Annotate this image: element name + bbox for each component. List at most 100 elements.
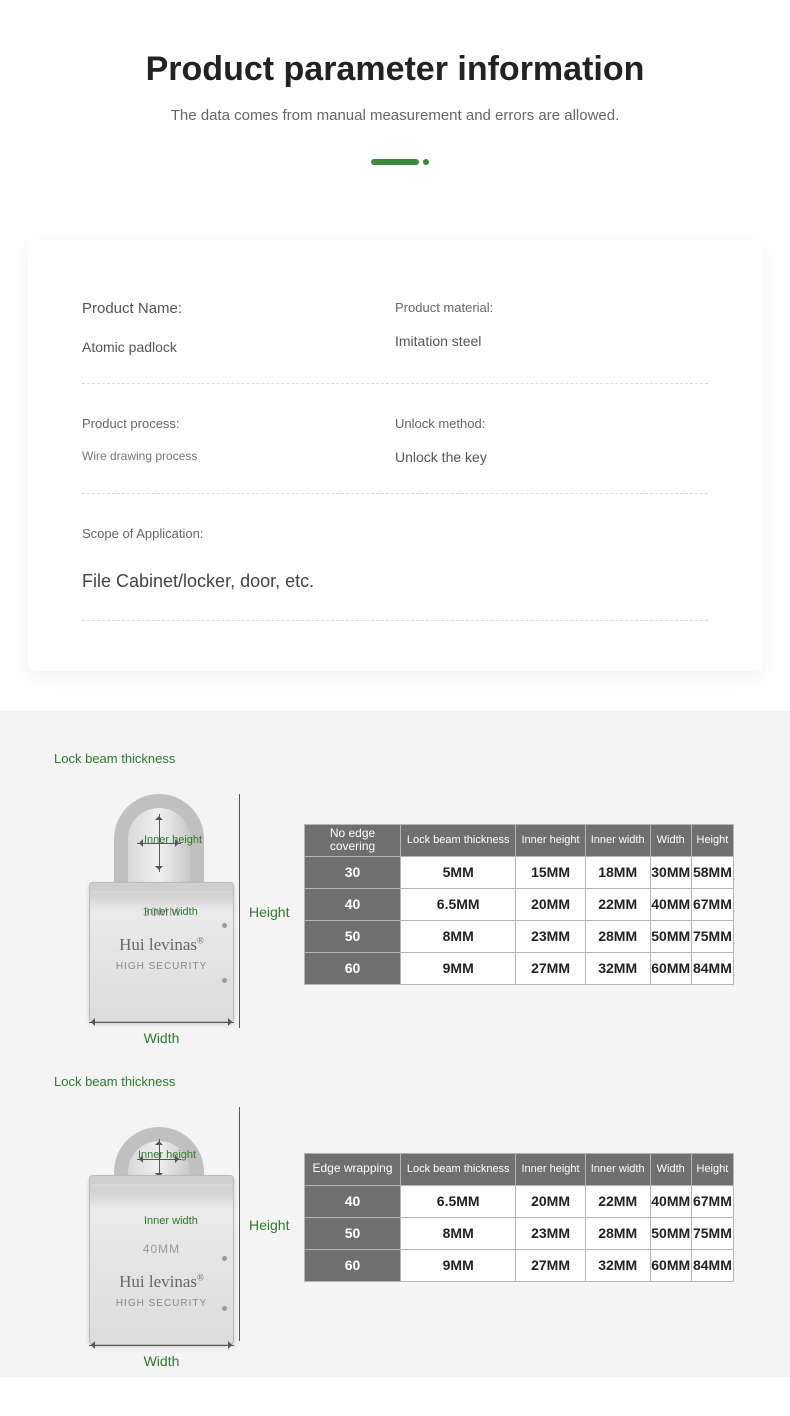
table-cell: 75MM (691, 920, 733, 952)
table-header: Height (691, 1153, 733, 1185)
table-row: 508MM23MM28MM50MM75MM (305, 1217, 734, 1249)
table-cell: 28MM (585, 920, 650, 952)
field-value: Wire drawing process (82, 449, 395, 463)
dim-inner-width: Inner width (144, 1215, 198, 1227)
table-header: Edge wrapping (305, 1153, 401, 1185)
table-row: 305MM15MM18MM30MM58MM (305, 856, 734, 888)
table-cell: 67MM (691, 1185, 733, 1217)
field-label: Unlock method: (395, 416, 708, 431)
table-cell: 28MM (585, 1217, 650, 1249)
table-cell: 15MM (516, 856, 585, 888)
table-cell: 40MM (650, 1185, 691, 1217)
table-cell: 60MM (650, 1249, 691, 1281)
accent-bar (371, 159, 419, 165)
diagram-col-2: 40MM Hui levinas® HIGH SECURITY Inner he… (54, 1097, 304, 1337)
table-cell: 60 (305, 1249, 401, 1281)
table-cell: 50MM (650, 920, 691, 952)
lock-size-text: 40MM (90, 1242, 233, 1256)
info-row-3: Scope of Application: File Cabinet/locke… (82, 526, 708, 621)
info-card: Product Name: Atomic padlock Product mat… (28, 240, 762, 671)
table-header: Height (691, 824, 733, 856)
table-cell: 8MM (401, 1217, 516, 1249)
lock-diagram-1: 30MM Hui levinas® HIGH SECURITY Inner he… (54, 774, 274, 1034)
field-unlock-method: Unlock method: Unlock the key (395, 416, 708, 465)
table-row: 508MM23MM28MM50MM75MM (305, 920, 734, 952)
info-row-1: Product Name: Atomic padlock Product mat… (82, 300, 708, 384)
table-cell: 23MM (516, 1217, 585, 1249)
table-cell: 32MM (585, 1249, 650, 1281)
lock-diagram-2: 40MM Hui levinas® HIGH SECURITY Inner he… (54, 1097, 274, 1337)
table-cell: 20MM (516, 888, 585, 920)
table-cell: 22MM (585, 888, 650, 920)
lock-brand-text: Hui levinas® (90, 935, 233, 955)
page-subtitle: The data comes from manual measurement a… (40, 107, 750, 124)
table-header: Inner width (585, 1153, 650, 1185)
lock-brand-text: Hui levinas® (90, 1272, 233, 1292)
field-value: Unlock the key (395, 449, 708, 465)
table-cell: 18MM (585, 856, 650, 888)
table-cell: 60 (305, 952, 401, 984)
field-product-name: Product Name: Atomic padlock (82, 300, 395, 355)
table-cell: 32MM (585, 952, 650, 984)
field-label: Product material: (395, 300, 708, 315)
table-header: Lock beam thickness (401, 824, 516, 856)
table-cell: 27MM (516, 952, 585, 984)
field-value: Imitation steel (395, 333, 708, 349)
dim-height: Height (249, 904, 289, 920)
spec-table-1: No edge coveringLock beam thicknessInner… (304, 824, 734, 985)
table-cell: 5MM (401, 856, 516, 888)
table-cell: 40 (305, 888, 401, 920)
spec-table-2: Edge wrappingLock beam thicknessInner he… (304, 1153, 734, 1282)
field-label: Product Name: (82, 300, 395, 317)
table-cell: 20MM (516, 1185, 585, 1217)
dim-width: Width (89, 1030, 234, 1046)
lock-body-icon: 40MM Hui levinas® HIGH SECURITY (89, 1175, 234, 1345)
table-header: Inner height (516, 824, 585, 856)
spec-block-1: 30MM Hui levinas® HIGH SECURITY Inner he… (54, 774, 760, 1034)
header: Product parameter information The data c… (0, 0, 790, 200)
table-cell: 40 (305, 1185, 401, 1217)
table-header: Inner height (516, 1153, 585, 1185)
dim-inner-width: Inner width (144, 906, 198, 918)
table-cell: 40MM (650, 888, 691, 920)
info-row-2: Product process: Wire drawing process Un… (82, 416, 708, 494)
table-cell: 84MM (691, 952, 733, 984)
spec-block-2: 40MM Hui levinas® HIGH SECURITY Inner he… (54, 1097, 760, 1337)
table-header: Lock beam thickness (401, 1153, 516, 1185)
table-cell: 9MM (401, 952, 516, 984)
table-row: 406.5MM20MM22MM40MM67MM (305, 888, 734, 920)
specs-section: Lock beam thickness 30MM Hui levinas® HI… (0, 711, 790, 1377)
dim-height: Height (249, 1217, 289, 1233)
table-cell: 9MM (401, 1249, 516, 1281)
table-cell: 58MM (691, 856, 733, 888)
table-row: 406.5MM20MM22MM40MM67MM (305, 1185, 734, 1217)
diagram-col-1: 30MM Hui levinas® HIGH SECURITY Inner he… (54, 774, 304, 1034)
table-header: Width (650, 824, 691, 856)
table-cell: 30MM (650, 856, 691, 888)
table-row: 609MM27MM32MM60MM84MM (305, 952, 734, 984)
table-header: Width (650, 1153, 691, 1185)
field-value: File Cabinet/locker, door, etc. (82, 571, 708, 592)
table-cell: 50MM (650, 1217, 691, 1249)
field-label: Product process: (82, 416, 395, 431)
lock-body-icon: 30MM Hui levinas® HIGH SECURITY (89, 882, 234, 1022)
table-cell: 50 (305, 920, 401, 952)
table-cell: 6.5MM (401, 1185, 516, 1217)
dim-width: Width (89, 1353, 234, 1369)
table-cell: 22MM (585, 1185, 650, 1217)
table-cell: 30 (305, 856, 401, 888)
table-row: 609MM27MM32MM60MM84MM (305, 1249, 734, 1281)
table-cell: 8MM (401, 920, 516, 952)
dim-inner-height: Inner height (144, 834, 202, 846)
table-header: Inner width (585, 824, 650, 856)
table-cell: 6.5MM (401, 888, 516, 920)
table-cell: 50 (305, 1217, 401, 1249)
field-product-material: Product material: Imitation steel (395, 300, 708, 355)
field-scope: Scope of Application: File Cabinet/locke… (82, 526, 708, 592)
dim-inner-height: Inner height (138, 1149, 196, 1161)
beam-label-2: Lock beam thickness (54, 1074, 760, 1089)
lock-security-text: HIGH SECURITY (90, 961, 233, 972)
table-cell: 23MM (516, 920, 585, 952)
table-cell: 60MM (650, 952, 691, 984)
field-label: Scope of Application: (82, 526, 708, 541)
